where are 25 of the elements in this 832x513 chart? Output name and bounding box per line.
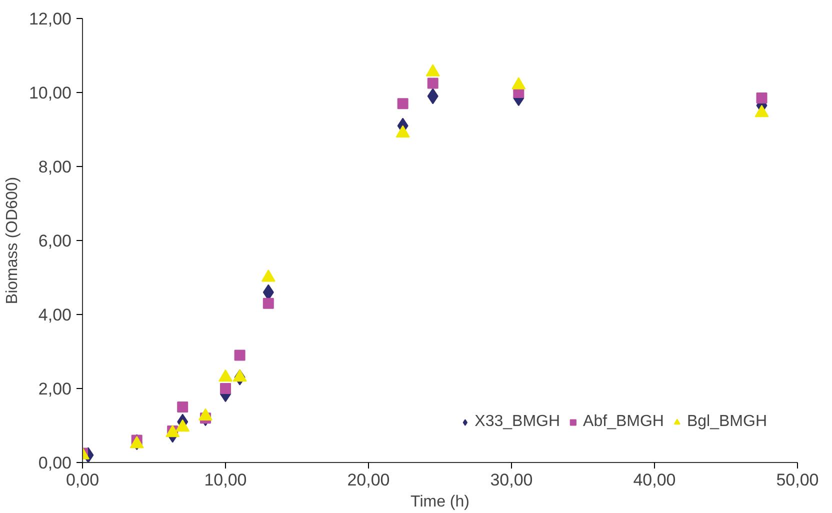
y-tick-label: 4,00 (38, 306, 72, 324)
point (397, 98, 408, 110)
x-tick-label: 30,00 (490, 470, 533, 490)
y-axis-title: Biomass (OD600) (4, 176, 21, 304)
x-tick-label: 20,00 (347, 470, 390, 490)
point (177, 402, 188, 412)
x-tick-label: 10,00 (204, 470, 247, 490)
legend-label: Bgl_BMGH (686, 413, 767, 431)
y-tick-label: 8,00 (38, 158, 72, 176)
point (220, 383, 231, 394)
legend-label: Abf_BMGH (583, 413, 664, 431)
y-tick-label: 10,00 (28, 84, 72, 102)
x-axis-title: Time (h) (410, 494, 470, 510)
y-tick-label: 12,00 (28, 10, 72, 28)
y-tick-label: 6,00 (38, 232, 72, 250)
y-tick-label: 0,00 (38, 454, 72, 472)
y-tick-label: 2,00 (38, 380, 72, 398)
legend-label: X33_BMGH (474, 413, 560, 431)
x-tick-label: 40,00 (633, 470, 676, 490)
point (756, 92, 768, 104)
point (234, 350, 246, 361)
x-tick-label: 0,00 (66, 470, 100, 490)
x-tick-label: 50,00 (776, 470, 819, 490)
point (262, 298, 274, 309)
point (427, 78, 438, 89)
